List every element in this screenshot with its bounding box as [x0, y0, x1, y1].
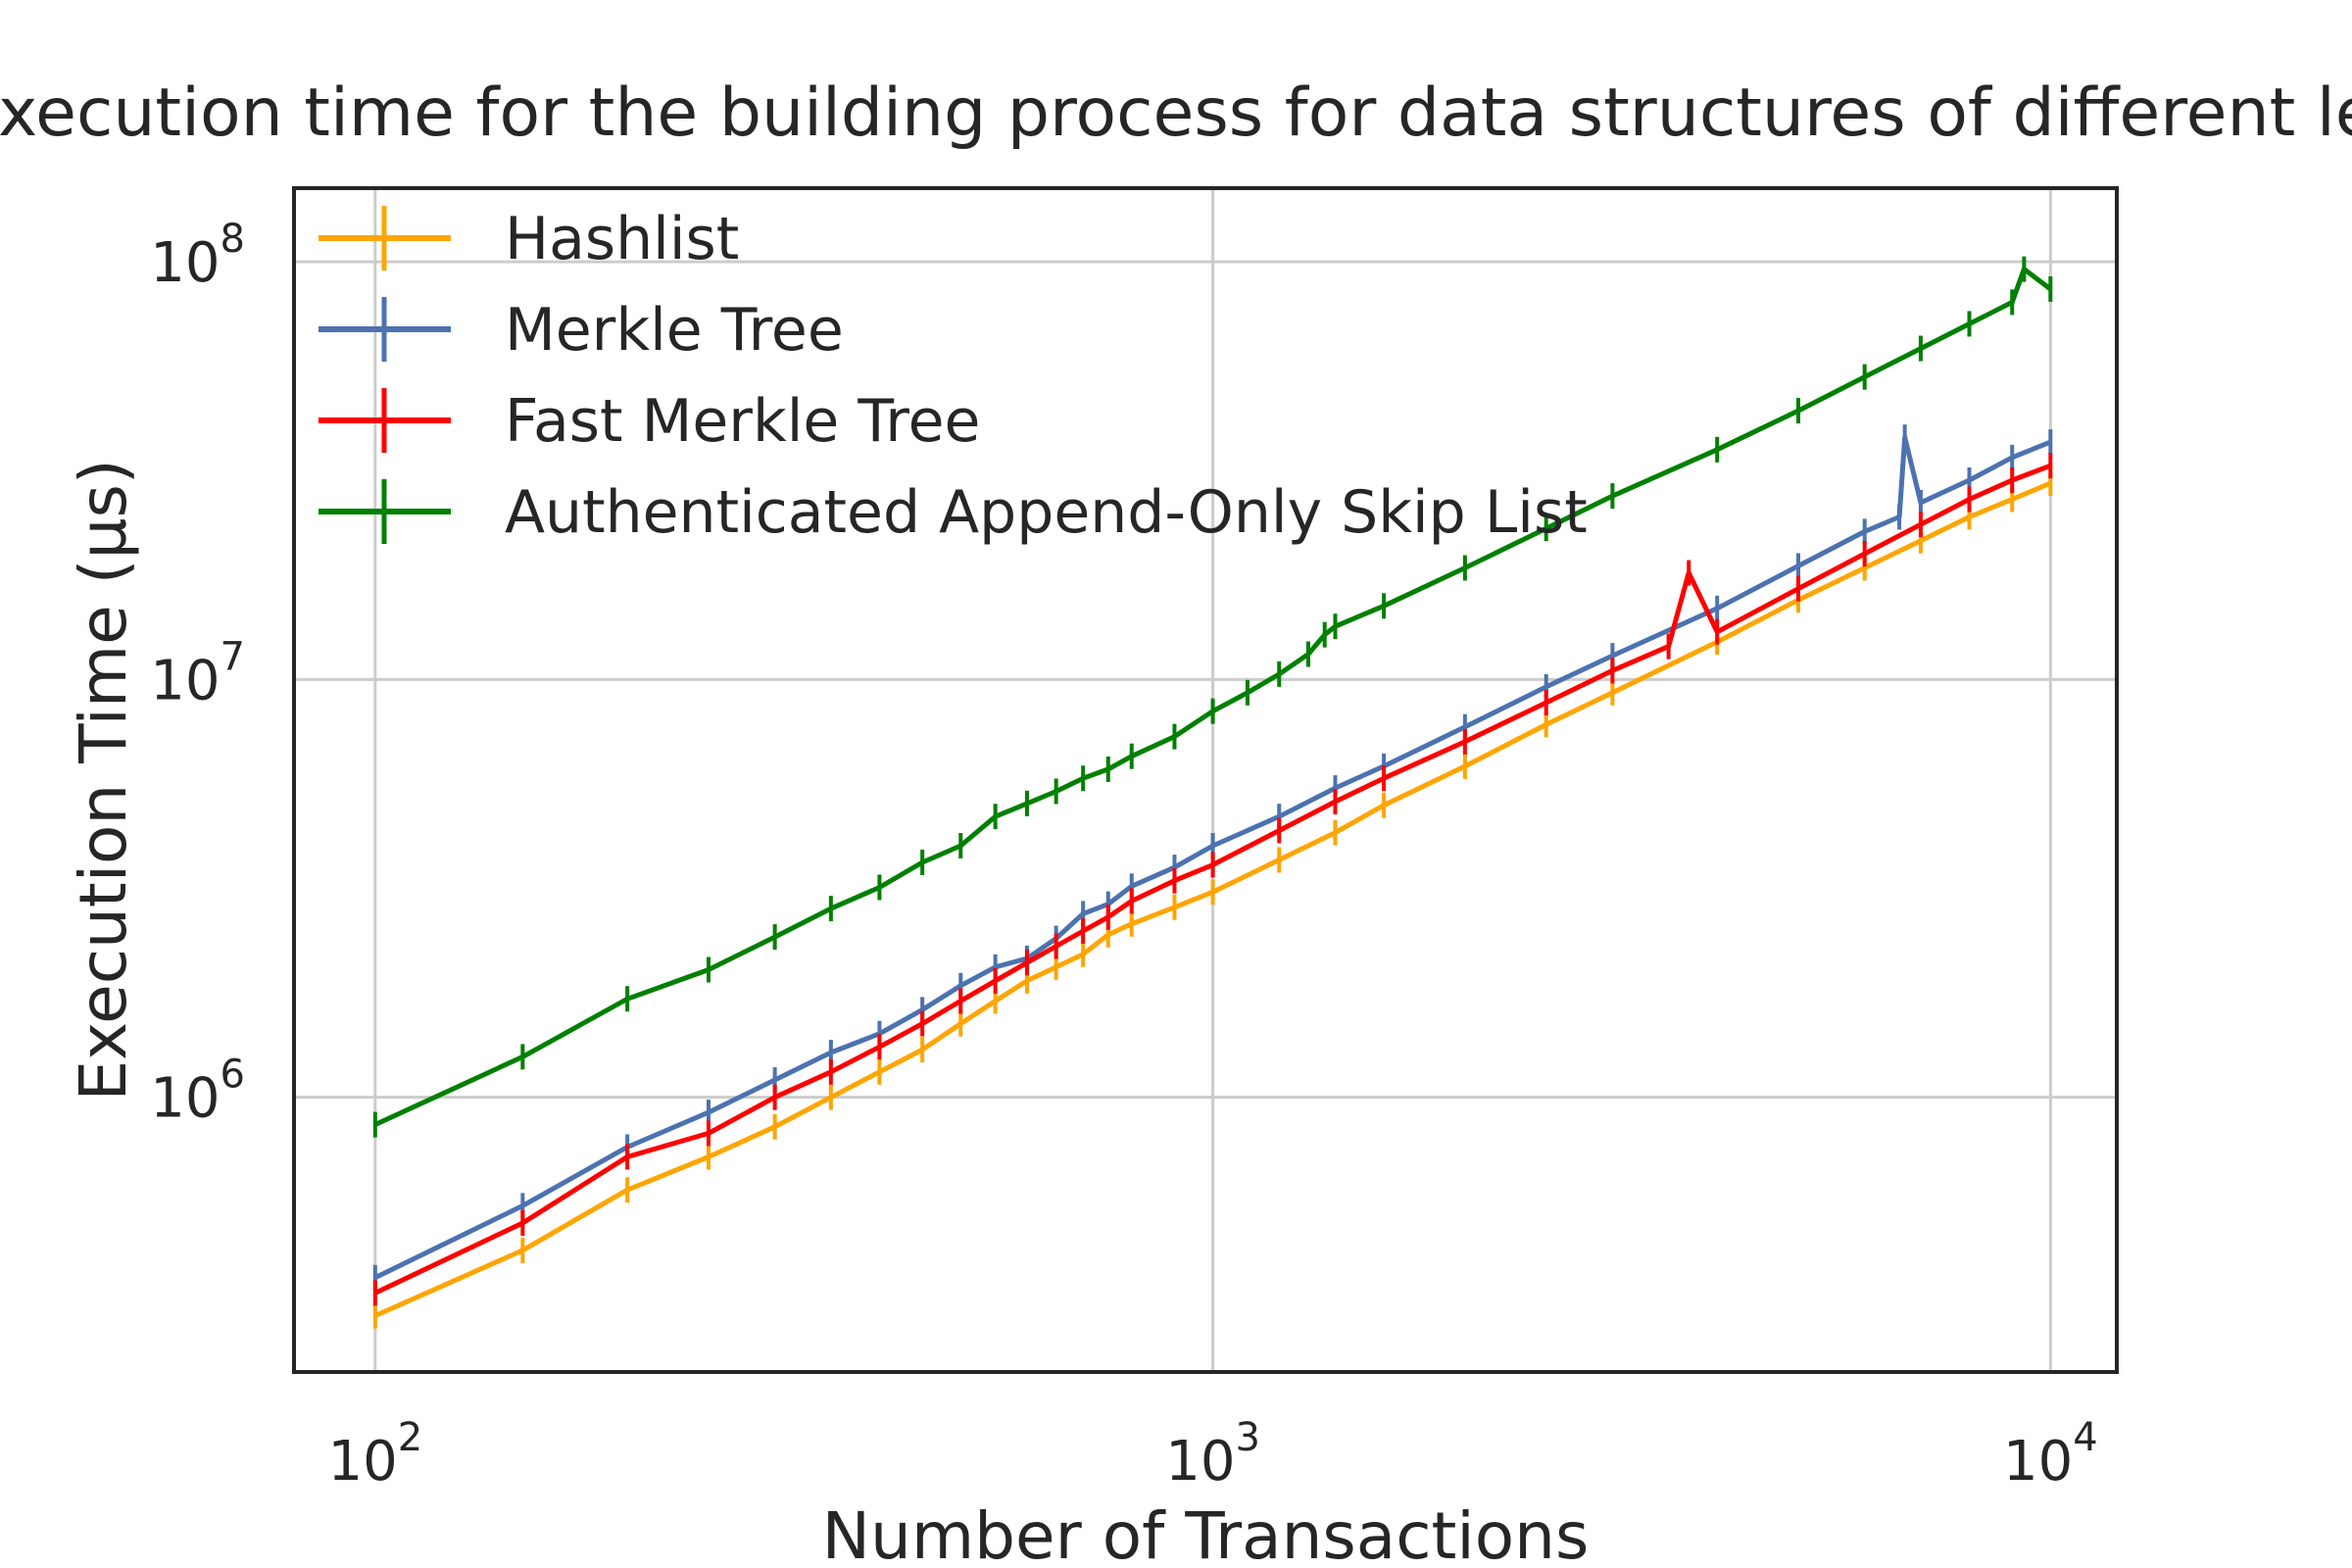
- legend-item: Hashlist: [318, 205, 739, 273]
- x-axis-label: Number of Transactions: [822, 1498, 1590, 1568]
- x-ticks: 102 103 104: [327, 1415, 2097, 1494]
- series-line: [373, 434, 2052, 1280]
- series-2: [372, 453, 2053, 1306]
- series-0: [372, 470, 2053, 1329]
- y-axis-label: Execution Time (µs): [66, 459, 141, 1101]
- plot-frame: [292, 186, 2119, 1374]
- series-line: [373, 267, 2052, 1127]
- legend-item: Merkle Tree: [318, 296, 844, 365]
- series-line: [373, 480, 2052, 1318]
- legend-label: Authenticated Append-Only Skip List: [505, 478, 1588, 547]
- legend-label: Merkle Tree: [505, 296, 844, 365]
- y-tick-label: 108: [150, 217, 245, 295]
- y-tick-label: 107: [150, 634, 245, 712]
- x-tick-label: 102: [327, 1415, 422, 1494]
- y-ticks: 106 107 108: [150, 217, 245, 1131]
- y-tick-label: 106: [150, 1053, 245, 1131]
- legend-item: Fast Merkle Tree: [318, 387, 980, 456]
- chart-title: Execution time for the building process …: [0, 80, 2352, 152]
- x-tick-label: 103: [1165, 1415, 1260, 1494]
- legend-label: Hashlist: [505, 205, 739, 273]
- grid: [294, 188, 2117, 1372]
- chart-title-clip: Execution time for the building process …: [0, 80, 2352, 178]
- legend-label: Fast Merkle Tree: [505, 387, 980, 456]
- series-3: [372, 256, 2053, 1138]
- series-line: [373, 463, 2052, 1296]
- series-layer: [372, 256, 2053, 1329]
- legend-item: Authenticated Append-Only Skip List: [318, 478, 1588, 547]
- legend: Hashlist Merkle Tree Fast Merkle Tree Authe…: [318, 205, 1588, 547]
- x-tick-label: 104: [2003, 1415, 2098, 1494]
